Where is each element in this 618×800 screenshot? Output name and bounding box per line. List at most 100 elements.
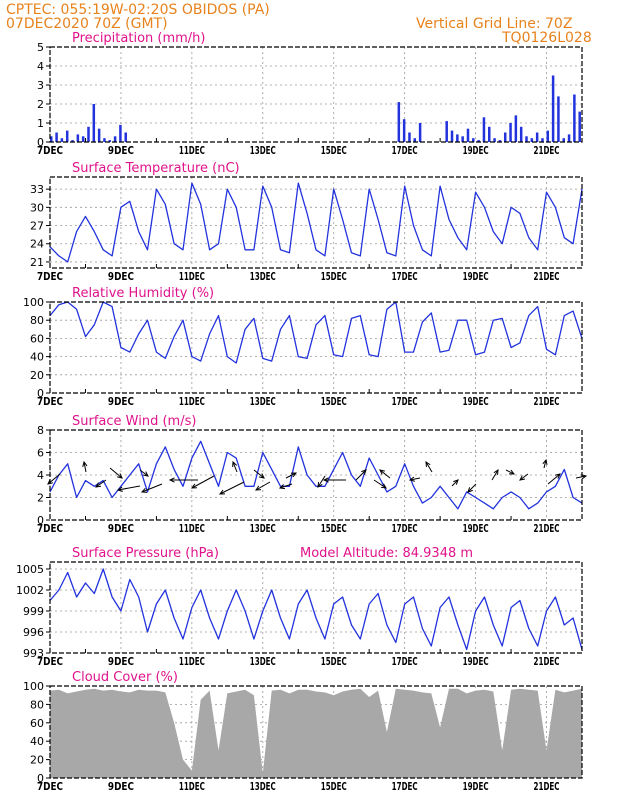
precip-bar — [50, 136, 53, 142]
precip-bar — [557, 96, 560, 142]
wind-arrow-head — [218, 489, 226, 495]
wind-arrow — [317, 475, 326, 488]
wind-series-line — [49, 440, 583, 510]
pres-xtick-label: 21DEC — [534, 655, 560, 668]
wind-arrow — [467, 483, 477, 493]
precip-bar — [567, 134, 571, 142]
rh-xtick-label: 21DEC — [534, 395, 560, 408]
precip-ytick-label: 5 — [37, 41, 44, 54]
wind-arrow — [117, 485, 141, 491]
precip-xtick-label: 9DEC — [108, 144, 134, 157]
precip-bar — [578, 111, 581, 142]
wind-arrow-head — [190, 483, 198, 489]
wind-arrow-head — [322, 477, 329, 483]
wind-arrow — [109, 467, 123, 479]
rh-ytick-label: 20 — [30, 369, 44, 382]
cloud-ytick-label: 40 — [30, 735, 44, 748]
pres-xtick-label: 17DEC — [392, 655, 418, 668]
temp-xtick-label: 9DEC — [108, 270, 134, 283]
pres-xtick-label: 7DEC — [37, 655, 63, 668]
precip-bar — [477, 140, 480, 142]
precip-xtick-label: 7DEC — [37, 144, 63, 157]
temp-ytick-label: 21 — [30, 256, 44, 269]
temp-frame — [49, 176, 583, 269]
cloud-ytick-label: 60 — [30, 717, 44, 730]
temp-title: Surface Temperature (nC) — [72, 161, 240, 176]
precip-ytick-label: 2 — [37, 98, 44, 111]
precip-bar — [76, 134, 80, 142]
rh-xtick-label: 17DEC — [392, 395, 418, 408]
cloud-ytick-label: 20 — [30, 754, 44, 767]
cloud-xtick-label: 11DEC — [179, 780, 205, 793]
cloud-xtick-label: 17DEC — [392, 780, 418, 793]
precip-bar — [472, 138, 475, 142]
wind-title: Surface Wind (m/s) — [72, 414, 196, 429]
cloud-title: Cloud Cover (%) — [72, 670, 178, 685]
precip-bar — [493, 138, 496, 142]
precip-bar — [530, 138, 534, 142]
header-date: 07DEC2020 70Z (GMT) — [6, 16, 168, 32]
pres-xtick-label: 9DEC — [108, 655, 134, 668]
precip-bar — [97, 128, 101, 142]
precip-bar — [509, 123, 512, 142]
precip-bar — [525, 136, 528, 142]
wind-arrow — [491, 469, 499, 481]
wind-arrow-head — [142, 471, 149, 477]
wind-arrow-head — [82, 460, 88, 467]
precip-bar — [519, 126, 523, 142]
wind-arrow — [373, 479, 387, 489]
precip-bar — [81, 136, 85, 142]
wind-arrow-head — [581, 474, 588, 480]
precip-xtick-label: 19DEC — [463, 144, 489, 157]
cloud-xtick-label: 15DEC — [321, 780, 347, 793]
wind-arrow-head — [379, 469, 385, 475]
wind-arrow-head — [168, 477, 175, 483]
pres-ytick-label: 996 — [23, 626, 44, 639]
rh-ytick-label: 60 — [30, 332, 44, 345]
wind-arrow — [219, 481, 245, 495]
pres-ytick-label: 993 — [23, 647, 44, 660]
pres-xtick-label: 15DEC — [321, 655, 347, 668]
wind-arrow-head — [453, 479, 459, 485]
temp-ytick-label: 24 — [30, 238, 44, 251]
wind-arrow — [575, 475, 587, 479]
precip-ytick-label: 4 — [37, 60, 44, 73]
rh-ytick-label: 100 — [23, 296, 44, 309]
precip-bar — [124, 132, 127, 142]
wind-arrow-head — [47, 479, 53, 485]
wind-xtick-label: 17DEC — [392, 522, 418, 535]
rh-xtick-label: 19DEC — [463, 395, 489, 408]
wind-arrow-head — [467, 487, 473, 493]
precip-bar — [573, 94, 576, 142]
rh-ytick-label: 0 — [37, 387, 44, 400]
cloud-xtick-label: 13DEC — [250, 780, 276, 793]
wind-arrow-head — [140, 487, 148, 493]
wind-arrow — [95, 479, 107, 488]
precip-bar — [397, 102, 401, 142]
wind-arrow — [253, 469, 265, 479]
precip-bar — [482, 117, 486, 142]
header-model-id: TQ0126L028 — [502, 30, 592, 46]
wind-arrow — [139, 469, 149, 477]
wind-arrow-head — [493, 469, 499, 476]
wind-xtick-label: 7DEC — [37, 522, 63, 535]
pres-frame — [49, 561, 583, 654]
wind-arrow — [83, 461, 87, 473]
precip-bar — [92, 104, 96, 142]
wind-ytick-label: 4 — [37, 469, 44, 482]
precip-xtick-label: 21DEC — [534, 144, 560, 157]
wind-arrow-head — [408, 476, 415, 482]
temp-ytick-label: 30 — [30, 201, 44, 214]
rh-xtick-label: 15DEC — [321, 395, 347, 408]
wind-arrow — [355, 469, 367, 481]
wind-arrow — [285, 472, 297, 479]
wind-xtick-label: 11DEC — [179, 522, 205, 535]
wind-xtick-label: 15DEC — [321, 522, 347, 535]
precip-bar — [450, 130, 454, 142]
wind-arrow — [232, 461, 238, 473]
temp-ytick-label: 33 — [30, 183, 44, 196]
pres-ytick-label: 999 — [23, 605, 44, 618]
wind-arrow-head — [259, 473, 265, 479]
precip-bar — [514, 115, 518, 142]
cloud-xtick-label: 9DEC — [108, 780, 134, 793]
